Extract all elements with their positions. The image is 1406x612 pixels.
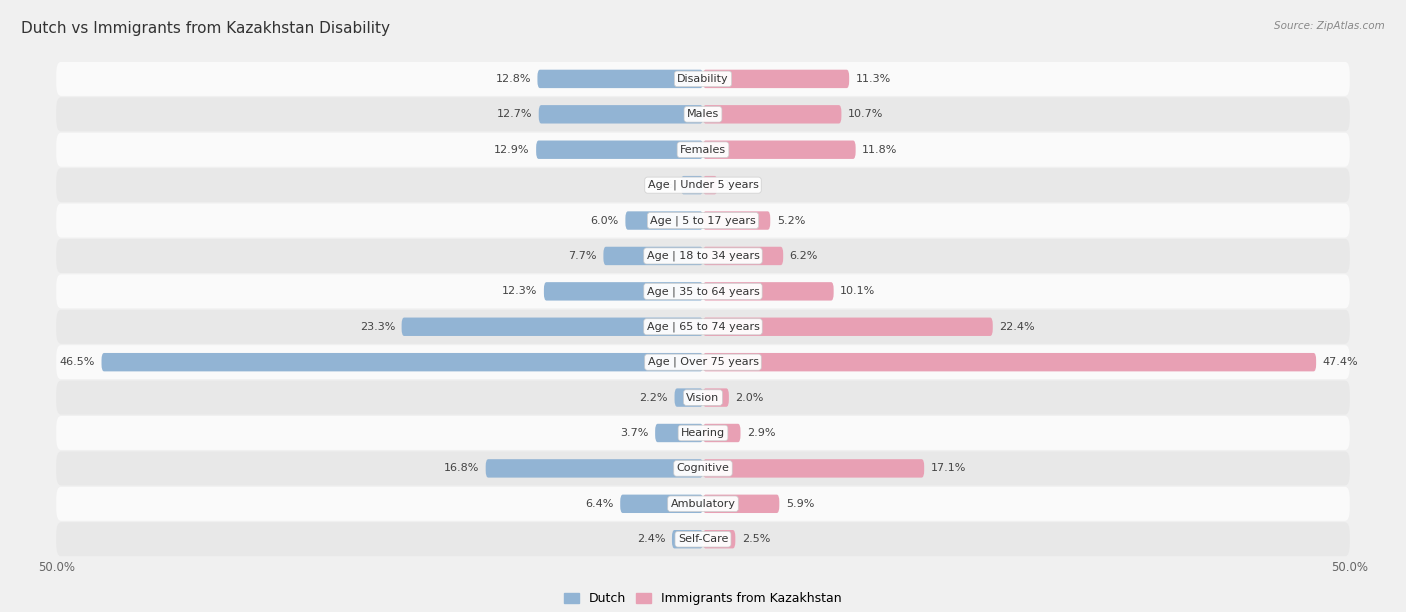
Text: Age | Over 75 years: Age | Over 75 years: [648, 357, 758, 367]
Text: Age | 65 to 74 years: Age | 65 to 74 years: [647, 321, 759, 332]
Text: 7.7%: 7.7%: [568, 251, 598, 261]
Legend: Dutch, Immigrants from Kazakhstan: Dutch, Immigrants from Kazakhstan: [560, 587, 846, 610]
Text: Vision: Vision: [686, 392, 720, 403]
FancyBboxPatch shape: [703, 70, 849, 88]
FancyBboxPatch shape: [672, 530, 703, 548]
Text: 1.7%: 1.7%: [647, 180, 675, 190]
FancyBboxPatch shape: [603, 247, 703, 265]
Text: 10.7%: 10.7%: [848, 110, 883, 119]
Text: Self-Care: Self-Care: [678, 534, 728, 544]
Text: Age | 18 to 34 years: Age | 18 to 34 years: [647, 251, 759, 261]
Text: 47.4%: 47.4%: [1323, 357, 1358, 367]
FancyBboxPatch shape: [537, 70, 703, 88]
Text: 2.2%: 2.2%: [640, 392, 668, 403]
FancyBboxPatch shape: [56, 133, 1350, 166]
Text: 11.3%: 11.3%: [856, 74, 891, 84]
FancyBboxPatch shape: [703, 318, 993, 336]
FancyBboxPatch shape: [703, 459, 924, 477]
Text: Age | 35 to 64 years: Age | 35 to 64 years: [647, 286, 759, 297]
FancyBboxPatch shape: [56, 274, 1350, 308]
Text: 12.3%: 12.3%: [502, 286, 537, 296]
Text: Hearing: Hearing: [681, 428, 725, 438]
Text: Source: ZipAtlas.com: Source: ZipAtlas.com: [1274, 21, 1385, 31]
Text: 12.9%: 12.9%: [494, 144, 530, 155]
FancyBboxPatch shape: [56, 204, 1350, 237]
Text: 5.2%: 5.2%: [776, 215, 806, 226]
Text: 6.4%: 6.4%: [585, 499, 614, 509]
Text: Males: Males: [688, 110, 718, 119]
FancyBboxPatch shape: [703, 211, 770, 230]
Text: 1.1%: 1.1%: [724, 180, 752, 190]
Text: 46.5%: 46.5%: [59, 357, 96, 367]
Text: Age | 5 to 17 years: Age | 5 to 17 years: [650, 215, 756, 226]
FancyBboxPatch shape: [56, 487, 1350, 521]
FancyBboxPatch shape: [703, 141, 856, 159]
Text: Age | Under 5 years: Age | Under 5 years: [648, 180, 758, 190]
Text: 16.8%: 16.8%: [444, 463, 479, 474]
FancyBboxPatch shape: [703, 530, 735, 548]
Text: 3.7%: 3.7%: [620, 428, 648, 438]
FancyBboxPatch shape: [56, 381, 1350, 414]
Text: 6.0%: 6.0%: [591, 215, 619, 226]
FancyBboxPatch shape: [56, 416, 1350, 450]
Text: 10.1%: 10.1%: [841, 286, 876, 296]
Text: 2.4%: 2.4%: [637, 534, 665, 544]
FancyBboxPatch shape: [703, 176, 717, 195]
FancyBboxPatch shape: [536, 141, 703, 159]
Text: Dutch vs Immigrants from Kazakhstan Disability: Dutch vs Immigrants from Kazakhstan Disa…: [21, 21, 389, 37]
FancyBboxPatch shape: [681, 176, 703, 195]
FancyBboxPatch shape: [703, 353, 1316, 371]
FancyBboxPatch shape: [620, 494, 703, 513]
FancyBboxPatch shape: [675, 389, 703, 407]
Text: 5.9%: 5.9%: [786, 499, 814, 509]
Text: 6.2%: 6.2%: [790, 251, 818, 261]
FancyBboxPatch shape: [703, 494, 779, 513]
Text: 12.8%: 12.8%: [495, 74, 531, 84]
FancyBboxPatch shape: [56, 345, 1350, 379]
Text: 22.4%: 22.4%: [1000, 322, 1035, 332]
FancyBboxPatch shape: [485, 459, 703, 477]
FancyBboxPatch shape: [101, 353, 703, 371]
FancyBboxPatch shape: [56, 62, 1350, 96]
Text: 23.3%: 23.3%: [360, 322, 395, 332]
FancyBboxPatch shape: [544, 282, 703, 300]
FancyBboxPatch shape: [626, 211, 703, 230]
FancyBboxPatch shape: [703, 105, 841, 124]
FancyBboxPatch shape: [56, 168, 1350, 202]
Text: 17.1%: 17.1%: [931, 463, 966, 474]
Text: Ambulatory: Ambulatory: [671, 499, 735, 509]
FancyBboxPatch shape: [56, 452, 1350, 485]
Text: Cognitive: Cognitive: [676, 463, 730, 474]
FancyBboxPatch shape: [56, 310, 1350, 344]
FancyBboxPatch shape: [703, 282, 834, 300]
FancyBboxPatch shape: [538, 105, 703, 124]
FancyBboxPatch shape: [655, 424, 703, 442]
Text: 12.7%: 12.7%: [496, 110, 533, 119]
Text: 2.9%: 2.9%: [747, 428, 776, 438]
FancyBboxPatch shape: [56, 239, 1350, 273]
Text: Females: Females: [681, 144, 725, 155]
Text: 2.0%: 2.0%: [735, 392, 763, 403]
FancyBboxPatch shape: [703, 424, 741, 442]
Text: 2.5%: 2.5%: [742, 534, 770, 544]
FancyBboxPatch shape: [703, 247, 783, 265]
Text: Disability: Disability: [678, 74, 728, 84]
FancyBboxPatch shape: [56, 522, 1350, 556]
FancyBboxPatch shape: [402, 318, 703, 336]
Text: 11.8%: 11.8%: [862, 144, 897, 155]
FancyBboxPatch shape: [56, 97, 1350, 132]
FancyBboxPatch shape: [703, 389, 728, 407]
